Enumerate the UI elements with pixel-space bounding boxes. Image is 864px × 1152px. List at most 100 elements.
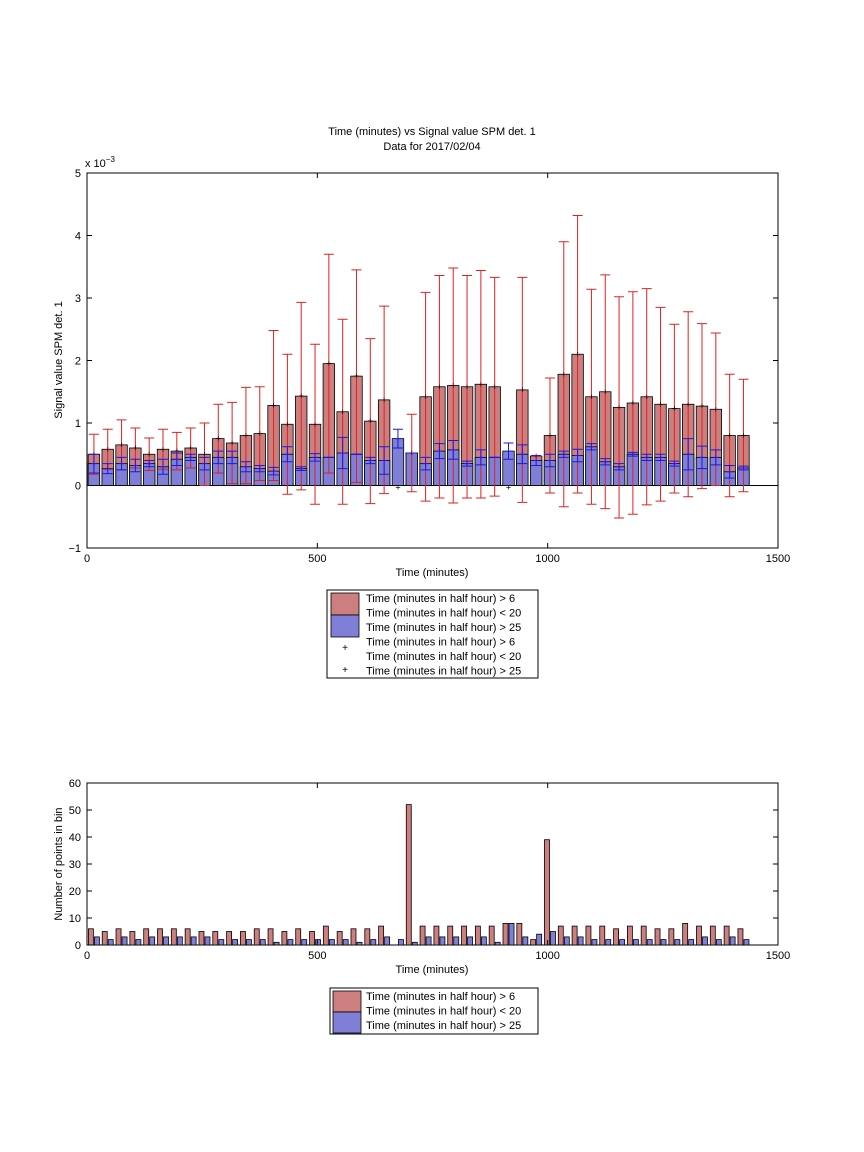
top-chart: Time (minutes) vs Signal value SPM det. … bbox=[53, 126, 790, 679]
top-ytick-label: 3 bbox=[75, 293, 81, 305]
bottom-bar-red bbox=[585, 925, 592, 946]
top-marker-red: + bbox=[561, 369, 566, 379]
bottom-chart-ylabel: Number of points in bin bbox=[53, 807, 65, 920]
bottom-bar-blue bbox=[287, 939, 294, 946]
bottom-bar-red bbox=[184, 928, 191, 946]
top-marker-red: + bbox=[381, 395, 386, 405]
top-legend-label: Time (minutes in half hour) > 6 bbox=[366, 637, 515, 649]
top-marker-red: + bbox=[229, 438, 234, 448]
top-chart-marks: + + + + + + + + + + + + + + + + + + + + + + + + + + + + + + + + + + + + + + + +… bbox=[87, 215, 778, 519]
top-legend-box bbox=[326, 589, 539, 679]
bottom-bar-blue bbox=[688, 939, 695, 946]
top-ytick-label: 5 bbox=[75, 168, 81, 180]
top-marker-red: + bbox=[686, 399, 691, 409]
top-xtick-label: 500 bbox=[308, 553, 326, 565]
bottom-xtick-label: 500 bbox=[308, 950, 326, 962]
bottom-bar-blue bbox=[411, 941, 418, 946]
bottom-bar-blue bbox=[107, 939, 114, 946]
bottom-bar-red bbox=[281, 931, 288, 946]
top-marker-red: + bbox=[741, 431, 746, 441]
top-marker-red: + bbox=[464, 382, 469, 392]
bottom-xtick-label: 1000 bbox=[535, 950, 559, 962]
top-marker-red: + bbox=[451, 381, 456, 391]
bottom-bar-blue bbox=[467, 936, 473, 946]
bottom-bar-red bbox=[474, 925, 481, 946]
bottom-bar-blue bbox=[702, 936, 708, 946]
bottom-bar-red bbox=[502, 923, 509, 946]
bottom-bar-red bbox=[696, 925, 702, 946]
bottom-bar-blue bbox=[646, 939, 653, 946]
top-ytick-label: −1 bbox=[68, 543, 81, 555]
bottom-bar-blue bbox=[176, 936, 183, 946]
bottom-legend-label: Time (minutes in half hour) > 25 bbox=[366, 1020, 521, 1032]
bottom-bar-blue bbox=[425, 936, 432, 946]
bottom-bar-blue bbox=[674, 939, 681, 946]
top-chart-ylabel: Signal value SPM det. 1 bbox=[53, 301, 65, 418]
top-marker-red: + bbox=[202, 449, 207, 459]
top-marker-red: + bbox=[575, 349, 580, 359]
bottom-bar-red bbox=[212, 931, 219, 946]
top-marker-red: + bbox=[216, 434, 221, 444]
top-ytick-label: 0 bbox=[75, 481, 81, 493]
bottom-bar-blue bbox=[729, 936, 736, 946]
bottom-bar-red bbox=[461, 925, 467, 946]
top-legend-label: Time (minutes in half hour) < 20 bbox=[366, 608, 521, 620]
top-marker-red: + bbox=[589, 392, 594, 402]
top-marker-red: + bbox=[326, 359, 331, 369]
bottom-bar-red bbox=[88, 928, 94, 946]
bottom-bar-blue bbox=[536, 933, 543, 946]
bottom-bar-red bbox=[599, 925, 606, 946]
top-marker-red: + bbox=[160, 444, 165, 454]
top-marker-red: + bbox=[340, 407, 345, 417]
bottom-bar-red bbox=[364, 928, 371, 946]
top-chart-xlabel: Time (minutes) bbox=[396, 567, 469, 579]
top-chart-y-exponent: x 10−3 bbox=[85, 155, 115, 170]
bottom-bar-red bbox=[640, 925, 647, 946]
bottom-bar-blue bbox=[591, 939, 598, 946]
bottom-bar-blue bbox=[439, 936, 446, 946]
top-marker-red: + bbox=[285, 419, 290, 429]
bottom-bar-red bbox=[530, 939, 537, 946]
top-marker-red: + bbox=[492, 382, 497, 392]
bottom-bar-blue bbox=[550, 931, 556, 946]
top-marker-red: + bbox=[616, 402, 621, 412]
bottom-bar-red bbox=[253, 928, 260, 946]
top-xtick-label: 1500 bbox=[766, 553, 790, 565]
top-marker-red: + bbox=[133, 443, 138, 453]
bottom-ytick-label: 60 bbox=[69, 778, 81, 790]
top-marker-red: + bbox=[312, 419, 317, 429]
bottom-xtick-label: 1500 bbox=[766, 950, 790, 962]
bottom-bar-blue bbox=[453, 936, 460, 946]
bottom-bar-blue bbox=[301, 939, 308, 946]
bottom-ytick-label: 0 bbox=[75, 940, 81, 952]
bottom-bar-red bbox=[101, 931, 108, 946]
bottom-bar-blue bbox=[508, 923, 515, 946]
bottom-chart-axes-frame bbox=[86, 782, 779, 946]
bottom-bar-red bbox=[405, 804, 412, 946]
bottom-bar-blue bbox=[259, 939, 266, 946]
bottom-bar-blue bbox=[94, 936, 100, 946]
bottom-bar-red bbox=[378, 925, 385, 946]
bottom-bar-blue bbox=[619, 939, 625, 946]
bottom-bar-red bbox=[737, 928, 744, 946]
bottom-bar-blue bbox=[218, 939, 225, 946]
bottom-bar-red bbox=[516, 923, 523, 946]
bottom-bar-blue bbox=[190, 936, 197, 946]
top-marker-red: + bbox=[713, 404, 718, 414]
bottom-bar-blue bbox=[494, 941, 501, 946]
bottom-ytick-label: 30 bbox=[69, 859, 81, 871]
bottom-bar-red bbox=[433, 925, 440, 946]
bottom-bar-blue bbox=[356, 941, 363, 946]
bottom-bar-red bbox=[240, 931, 246, 946]
bottom-bar-red bbox=[613, 928, 619, 946]
top-marker-red: + bbox=[147, 449, 152, 459]
bottom-bar-blue bbox=[121, 936, 128, 946]
bottom-bar-red bbox=[336, 931, 343, 946]
bottom-bar-blue bbox=[660, 939, 667, 946]
bottom-bar-blue bbox=[232, 939, 239, 946]
bottom-bar-red bbox=[626, 925, 633, 946]
bottom-ytick-label: 50 bbox=[69, 805, 81, 817]
bottom-bar-blue bbox=[315, 939, 321, 946]
bottom-bar-red bbox=[295, 928, 302, 946]
